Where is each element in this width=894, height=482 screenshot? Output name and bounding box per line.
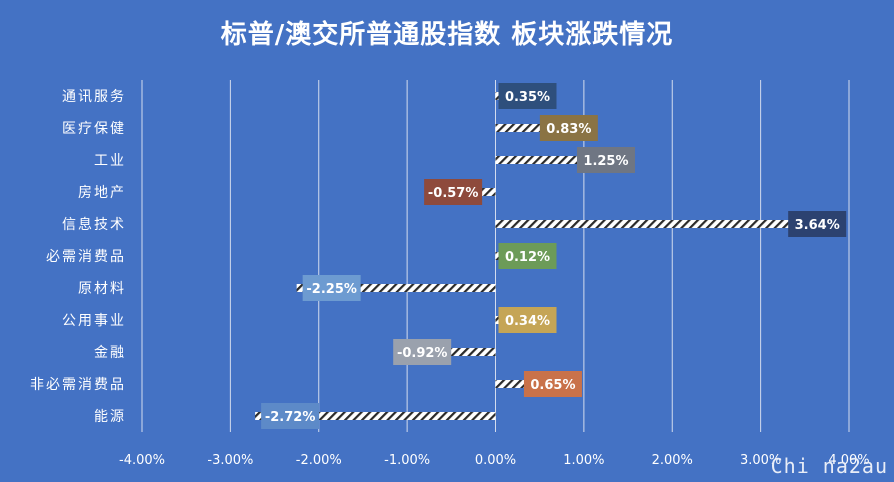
data-label-box xyxy=(788,211,847,237)
data-label: 3.64% xyxy=(788,211,847,237)
category-label: 必需消费品 xyxy=(46,249,126,265)
data-label-text: 0.65% xyxy=(530,378,575,393)
data-labels: 0.35% 0.83% 1.25% -0.57% 3.64% 0.12% -2.25% 0.3… xyxy=(261,83,847,429)
data-label-text: 1.25% xyxy=(583,154,628,169)
x-tick-label: 0.00% xyxy=(475,453,516,468)
data-label: 1.25% xyxy=(576,147,635,173)
data-label-text: 3.64% xyxy=(795,218,840,233)
x-tick-label: 4.00% xyxy=(828,453,869,468)
data-label-box xyxy=(261,403,320,429)
x-tick-label: 3.00% xyxy=(740,453,781,468)
data-label-text: 0.35% xyxy=(505,90,550,105)
category-label: 通讯服务 xyxy=(62,89,126,105)
x-tick-label: -3.00% xyxy=(207,453,253,468)
data-label: 0.34% xyxy=(498,307,557,333)
gridlines xyxy=(141,80,850,432)
data-label-box xyxy=(498,243,557,269)
data-label-box xyxy=(539,115,598,141)
data-label: 0.12% xyxy=(498,243,557,269)
category-label: 非必需消费品 xyxy=(30,377,126,393)
x-tick-label: 2.00% xyxy=(652,453,693,468)
bar xyxy=(296,284,496,292)
data-label-text: 0.83% xyxy=(546,122,591,137)
data-label: -0.57% xyxy=(424,179,483,205)
data-label-text: 0.12% xyxy=(505,250,550,265)
bar xyxy=(255,412,496,420)
x-tick-label: 1.00% xyxy=(563,453,604,468)
x-tick-labels: -4.00% -3.00% -2.00% -1.00% 0.00% 1.00% 2.00% 3… xyxy=(119,453,870,468)
category-label: 公用事业 xyxy=(62,313,126,329)
bar xyxy=(495,156,606,164)
data-label-box xyxy=(393,339,452,365)
category-label: 信息技术 xyxy=(62,216,126,233)
data-label-box xyxy=(498,307,557,333)
data-label-text: 0.34% xyxy=(505,314,550,329)
data-label: 0.83% xyxy=(539,115,598,141)
data-label-box xyxy=(302,275,361,301)
data-label: 0.65% xyxy=(523,371,582,397)
chart-title: 标普/澳交所普通股指数 板块涨跌情况 xyxy=(220,20,674,50)
data-label-text: -0.57% xyxy=(428,186,479,201)
category-label: 工业 xyxy=(94,153,126,169)
data-label-text: -2.25% xyxy=(306,282,357,297)
data-label-box xyxy=(523,371,582,397)
x-tick-label: -2.00% xyxy=(296,453,342,468)
data-label: -2.25% xyxy=(302,275,361,301)
data-label-text: -2.72% xyxy=(265,410,316,425)
watermark: Chi na2au xyxy=(770,454,888,478)
data-label-box xyxy=(424,179,483,205)
data-label: -2.72% xyxy=(261,403,320,429)
category-label: 原材料 xyxy=(78,281,126,297)
category-label: 能源 xyxy=(94,409,126,425)
data-label-box xyxy=(576,147,635,173)
data-label: -0.92% xyxy=(393,339,452,365)
category-label: 房地产 xyxy=(78,185,126,201)
x-tick-label: -1.00% xyxy=(384,453,430,468)
bar xyxy=(414,348,496,356)
data-label-box xyxy=(498,83,557,109)
data-label-text: -0.92% xyxy=(397,346,448,361)
category-label: 医疗保健 xyxy=(62,121,126,137)
data-label: 0.35% xyxy=(498,83,557,109)
bar xyxy=(495,220,818,228)
bar xyxy=(495,124,569,132)
x-tick-label: -4.00% xyxy=(119,453,165,468)
category-label: 金融 xyxy=(94,345,126,361)
